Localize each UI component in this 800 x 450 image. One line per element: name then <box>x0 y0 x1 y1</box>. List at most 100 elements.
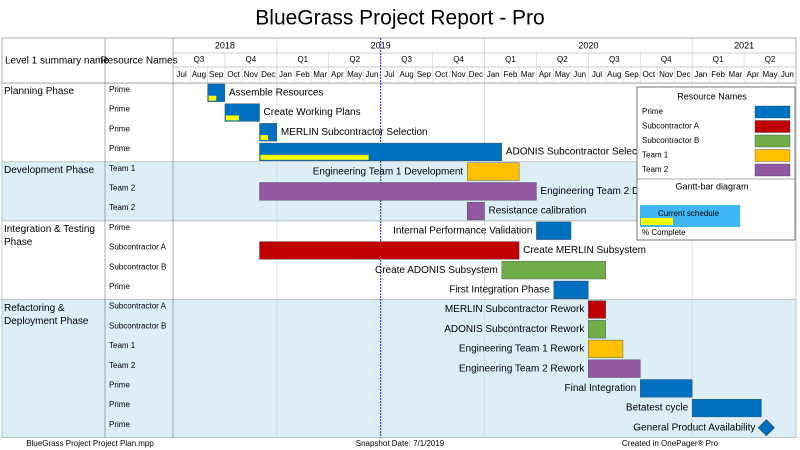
legend-swatch <box>754 134 791 148</box>
column-header: Resource Names <box>100 56 177 67</box>
resource-name: Subcontractor B <box>109 262 166 271</box>
task-bar <box>588 300 606 319</box>
month-label: Jan <box>694 70 707 79</box>
month-label: Nov <box>659 70 673 79</box>
legend-swatch <box>754 120 791 133</box>
month-label: Jun <box>366 70 379 79</box>
legend-title: Resource Names <box>677 91 747 101</box>
legend: Resource Names Prime Subcontractor A Subcon… <box>636 86 796 241</box>
month-label: Sep <box>417 70 432 79</box>
quarter-label: Q1 <box>713 55 724 64</box>
month-label: Feb <box>504 70 518 79</box>
quarter-label: Q3 <box>609 55 620 64</box>
group-label: Refactoring & Deployment Phase <box>4 302 89 327</box>
quarter-label: Q2 <box>765 55 776 64</box>
resource-name: Team 2 <box>109 361 136 370</box>
month-label: Aug <box>192 70 206 79</box>
task-label: MERLIN Subcontractor Rework <box>445 304 585 315</box>
month-label: Sep <box>624 70 639 79</box>
footer-text: BlueGrass Project Project Plan.mpp <box>26 439 154 448</box>
month-label: Aug <box>400 70 414 79</box>
quarter-label: Q2 <box>349 55 360 64</box>
month-label: Apr <box>539 70 552 79</box>
task-label: Internal Performance Validation <box>393 225 532 236</box>
chart-title: BlueGrass Project Report - Pro <box>255 7 544 30</box>
legend-complete <box>641 218 673 225</box>
month-label: Jan <box>279 70 292 79</box>
month-label: Jul <box>177 70 187 79</box>
milestone <box>757 419 775 437</box>
progress-bar <box>260 154 369 160</box>
quarter-label: Q1 <box>505 55 516 64</box>
progress-bar <box>260 135 269 141</box>
task-bar <box>588 339 624 359</box>
group-band <box>1 299 797 438</box>
month-label: May <box>555 70 570 79</box>
progress-bar <box>225 115 239 121</box>
resource-name: Team 1 <box>109 164 136 173</box>
month-label: Jan <box>487 70 500 79</box>
task-label: Create Working Plans <box>264 107 361 118</box>
task-bar <box>640 379 693 398</box>
legend-swatch <box>754 149 791 162</box>
year-label: 2018 <box>215 40 235 50</box>
task-label: Engineering Team 2 Rework <box>459 363 585 374</box>
resource-name: Team 2 <box>109 183 136 192</box>
task-label: Create MERLIN Subsystem <box>523 245 646 256</box>
month-label: Nov <box>451 70 465 79</box>
legend-label: Current schedule <box>658 209 719 218</box>
month-label: Dec <box>676 70 690 79</box>
task-label: ADONIS Subcontractor Selection <box>506 147 653 158</box>
quarter-label: Q2 <box>557 55 568 64</box>
legend-label: Subcontractor B <box>642 136 699 145</box>
legend-swatch <box>754 105 791 119</box>
resource-name: Prime <box>109 420 130 429</box>
month-label: Jun <box>781 70 794 79</box>
progress-bar <box>208 95 217 101</box>
task-label: ADONIS Subcontractor Rework <box>444 324 585 335</box>
month-label: Feb <box>711 70 725 79</box>
task-label: Assemble Resources <box>229 87 323 98</box>
task-bar <box>588 320 606 339</box>
task-label: First Integration Phase <box>449 284 550 295</box>
group-label: Integration & Testing Phase <box>4 223 95 248</box>
legend-label: Team 2 <box>642 165 669 174</box>
column-header: Level 1 summary name <box>5 56 109 67</box>
year-label: 2020 <box>578 40 598 50</box>
task-bar <box>553 280 589 299</box>
legend-label: Team 1 <box>642 151 669 160</box>
legend-subtitle: Gantt-bar diagram <box>675 181 748 191</box>
resource-name: Prime <box>109 124 130 133</box>
task-bar <box>588 359 641 378</box>
resource-name: Prime <box>109 282 130 291</box>
month-label: Oct <box>435 70 448 79</box>
month-label: Aug <box>607 70 621 79</box>
quarter-label: Q3 <box>401 55 412 64</box>
quarter-label: Q4 <box>661 55 672 64</box>
resource-name: Subcontractor A <box>109 302 167 311</box>
task-label: Engineering Team 1 Rework <box>459 344 585 355</box>
task-bar <box>501 261 606 280</box>
month-label: Jun <box>573 70 586 79</box>
month-label: Dec <box>469 70 483 79</box>
task-label: Final Integration <box>565 383 637 394</box>
task-label: Betatest cycle <box>626 403 689 414</box>
resource-name: Subcontractor B <box>109 321 166 330</box>
header <box>1 37 797 84</box>
month-label: Nov <box>244 70 258 79</box>
resource-name: Prime <box>109 85 130 94</box>
month-label: May <box>762 70 777 79</box>
month-label: Jul <box>384 70 394 79</box>
month-label: Sep <box>209 70 224 79</box>
legend-label: Subcontractor A <box>642 122 700 131</box>
month-label: Apr <box>747 70 760 79</box>
quarter-label: Q4 <box>453 55 464 64</box>
resource-name: Prime <box>109 105 130 114</box>
resource-name: Prime <box>109 400 130 409</box>
footer-text: Snapshot Date: 7/1/2019 <box>356 439 445 448</box>
legend-swatch <box>754 163 791 177</box>
task-bar <box>466 162 520 181</box>
month-label: Mar <box>729 70 743 79</box>
task-bar <box>259 182 537 201</box>
